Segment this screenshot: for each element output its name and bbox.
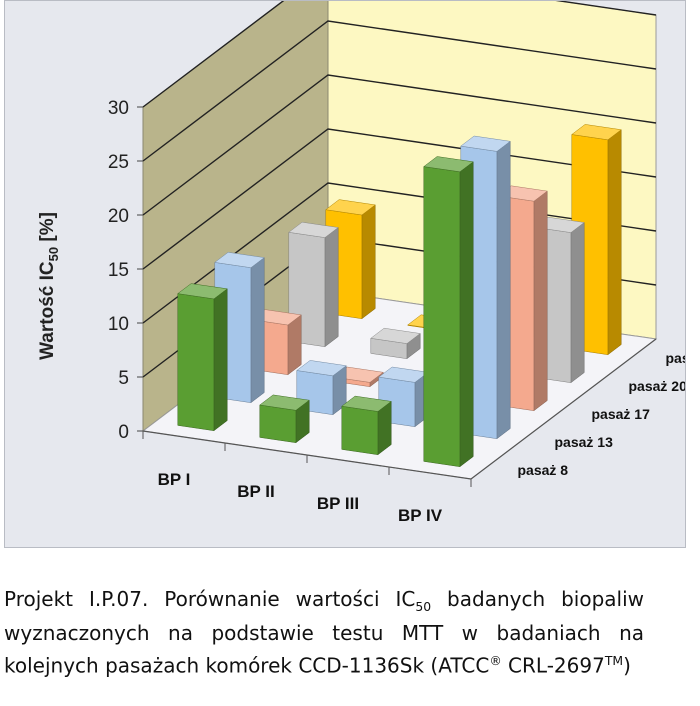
bar-top: [370, 327, 421, 344]
bar-side: [287, 314, 302, 376]
y-tick-label: 15: [108, 260, 129, 281]
gridline: [142, 74, 657, 216]
bar-side: [533, 190, 548, 412]
bar-side: [250, 257, 265, 404]
bar: [177, 293, 215, 431]
bar: [423, 166, 461, 467]
series-label: pasaż 23: [666, 350, 686, 366]
caption-trademark: TM: [604, 653, 624, 668]
bar-top: [259, 394, 310, 411]
bar-top: [177, 283, 228, 300]
bar-top: [325, 199, 376, 216]
series-label: pasaż 13: [555, 434, 614, 450]
caption-registered-mark: ®: [489, 653, 502, 668]
caption-middle: badanych biopaliw wyznaczonych na podsta…: [4, 587, 644, 678]
y-axis-title: Wartość IC50 [%]: [37, 212, 61, 360]
bar-side: [361, 204, 376, 320]
bar: [341, 405, 379, 455]
x-tick-label: BP IV: [398, 506, 443, 525]
series-label: pasaż 20: [629, 378, 686, 394]
bar-side: [496, 140, 511, 440]
bar-top: [341, 395, 392, 412]
caption-text: Projekt I.P.07. Porównanie wartości IC50…: [4, 586, 644, 680]
bar-top: [460, 135, 511, 152]
y-tick-label: 10: [108, 314, 129, 335]
bar-side: [607, 129, 622, 356]
bar-top: [571, 124, 622, 141]
series-label: pasaż 17: [592, 406, 651, 422]
bar-side: [570, 221, 585, 384]
caption-subscript: 50: [415, 599, 432, 614]
caption-suffix: ): [623, 653, 631, 678]
bar: [259, 404, 297, 443]
y-tick-label: 0: [118, 422, 129, 443]
y-tick-label: 30: [108, 98, 129, 119]
x-tick-label: BP III: [317, 494, 359, 513]
bar-top: [296, 360, 347, 377]
bar-side: [324, 226, 339, 348]
caption-middle-2: CRL-2697: [501, 653, 605, 678]
bar-top: [288, 221, 339, 238]
bar-top: [214, 252, 265, 268]
caption-prefix: Projekt I.P.07. Porównanie wartości IC: [4, 587, 416, 611]
gridline: [142, 1, 657, 108]
chart-frame: 0 5 10 15 20 25 30 BP I BP II BP III BP IV pasaż 8 p…: [4, 0, 686, 548]
gridline: [142, 128, 657, 270]
y-tick-label: 5: [118, 368, 129, 389]
chart-3d-column: 0 5 10 15 20 25 30 BP I BP II BP III BP IV pasaż 8 p…: [37, 1, 686, 525]
bar-side: [213, 288, 228, 432]
y-tick-label: 20: [108, 206, 129, 227]
figure-caption: Projekt I.P.07. Porównanie wartości IC50…: [4, 586, 644, 680]
x-tick-label: BP I: [158, 470, 191, 489]
y-tick-label: 25: [108, 152, 129, 173]
series-label: pasaż 8: [518, 462, 569, 478]
bar-side: [459, 161, 474, 468]
gridline: [142, 20, 657, 162]
x-tick-label: BP II: [237, 482, 274, 501]
bar-top: [423, 156, 474, 173]
